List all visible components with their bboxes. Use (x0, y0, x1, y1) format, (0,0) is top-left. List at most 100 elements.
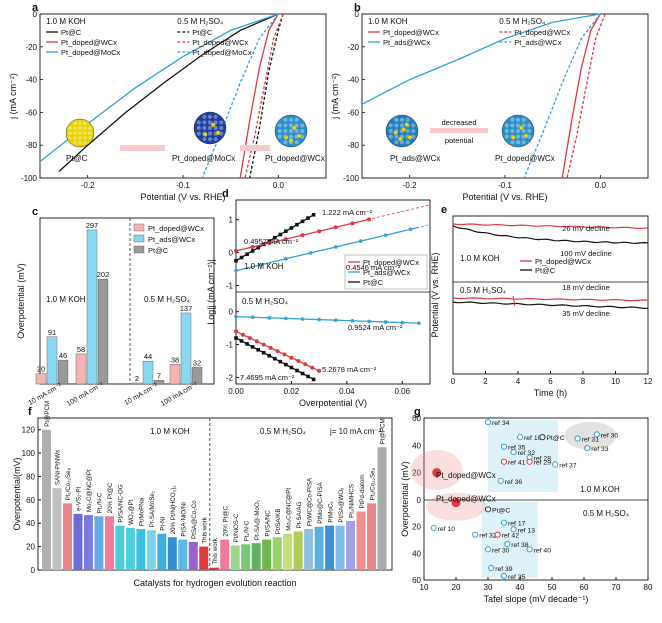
bar-label: 20% Pt@C (222, 505, 229, 536)
marker (261, 342, 266, 347)
label-wc-koh: Pt_doped@WCx (436, 471, 496, 480)
bar-label: SANi-PtNWs (55, 450, 62, 485)
atom (87, 131, 92, 135)
atom (277, 128, 282, 134)
series-line (58, 13, 279, 172)
y-tick-label: -40 (347, 76, 359, 85)
marker (383, 233, 388, 237)
y-tick-label: -100 (21, 174, 38, 183)
series-line (249, 13, 284, 179)
atom (515, 140, 521, 145)
marker (333, 318, 338, 322)
atom (399, 123, 405, 128)
bar-label: PtPd-diatom (359, 474, 366, 508)
panel-label: e (441, 204, 447, 216)
bar (169, 364, 181, 385)
y-tick-label: 60 (26, 496, 35, 505)
atom (394, 140, 399, 145)
bar (157, 533, 167, 570)
pt-atom (518, 125, 524, 131)
atom (83, 121, 87, 126)
atom (399, 140, 405, 145)
marker (383, 320, 388, 324)
y-tick-label: 0 (31, 566, 36, 575)
x-axis-label: Tafel slope (mV decade⁻¹) (484, 594, 589, 604)
atom (213, 125, 218, 131)
y-tick-label: 80 (26, 472, 35, 481)
series-line (201, 13, 279, 179)
atom (288, 123, 294, 128)
marker (284, 316, 288, 321)
bar (46, 336, 58, 385)
legend-label: Pt@C (363, 278, 384, 287)
plot-frame (423, 417, 649, 581)
pt-atom (401, 127, 406, 132)
bar-label: Pt/MoPNa (139, 497, 146, 526)
bar-value-label: 38 (171, 355, 179, 364)
marker (284, 362, 288, 367)
x-tick-label: 70 (612, 583, 621, 592)
arrow-band (430, 128, 488, 133)
atom (202, 125, 207, 131)
panel-g: 10 20 30 40 50 60 70 80 0 20 20 40 40 60 60 ref 34 ref 1… (400, 406, 653, 604)
bar (97, 279, 109, 385)
bar (377, 447, 387, 570)
decline-note: 100 mV decline (560, 249, 612, 258)
panel-label: d (222, 188, 229, 200)
marker (234, 258, 238, 263)
point-label: ref 32 (479, 533, 497, 540)
point-label: ref 17 (508, 521, 526, 528)
marker (311, 212, 316, 217)
bar-value-label: 202 (97, 270, 110, 279)
point-label: ref 33 (591, 446, 609, 453)
trace-wc-acid (452, 297, 649, 302)
legend-label: Pt_ads@WCx (514, 38, 561, 47)
legend-title: 1.0 M KOH (46, 17, 86, 26)
atom (504, 128, 509, 134)
annotation: 0.4546 mA cm⁻² (346, 263, 401, 272)
x-tick-label: 50 (548, 583, 557, 592)
marker (289, 365, 294, 370)
atom (219, 125, 224, 131)
group-label: 100 mA cm⁻² (66, 381, 106, 408)
bar (178, 539, 188, 570)
bar (251, 543, 261, 570)
x-axis-label: Time (h) (534, 388, 567, 398)
pt-atom (523, 133, 529, 139)
label-wc: Pt_doped@WCx (265, 154, 325, 163)
marker (295, 368, 299, 373)
bar (199, 546, 209, 570)
y-tick-label: -20 (25, 43, 37, 52)
marker (273, 235, 277, 240)
bar (188, 541, 198, 570)
atom (515, 134, 521, 139)
bar (73, 513, 83, 570)
atom (207, 131, 213, 136)
marker (278, 232, 283, 237)
atom (504, 134, 509, 139)
marker (267, 241, 272, 246)
point-label: Pt@C (492, 507, 510, 514)
panel-d: 1 0 -1 0 -1 -2 0.00 0.02 0.04 0.06 0.4957 mA cm⁻² 1… (206, 188, 431, 408)
point-label: ref 37 (559, 462, 577, 469)
legend-label: Pt_doped@WCx (535, 257, 591, 266)
marker (250, 249, 255, 253)
atom (83, 136, 87, 140)
x-tick-label: 10 (611, 377, 620, 386)
pt-atom (404, 122, 410, 127)
x-tick-label: 10 (420, 583, 429, 592)
atom (300, 123, 305, 128)
bar (325, 525, 335, 570)
bar-value-label: 20 (37, 365, 45, 374)
marker (350, 221, 355, 226)
wc-particle (274, 114, 308, 148)
atom (73, 131, 77, 135)
bar (241, 544, 251, 570)
marker (275, 349, 280, 354)
legend-title: 1.0 M KOH (368, 17, 408, 26)
marker (250, 315, 255, 320)
x-tick-label: 6 (548, 377, 553, 386)
atom (288, 117, 294, 122)
pt-atom (393, 130, 398, 135)
y-axis-label: j (mA cm⁻²) (8, 73, 18, 120)
